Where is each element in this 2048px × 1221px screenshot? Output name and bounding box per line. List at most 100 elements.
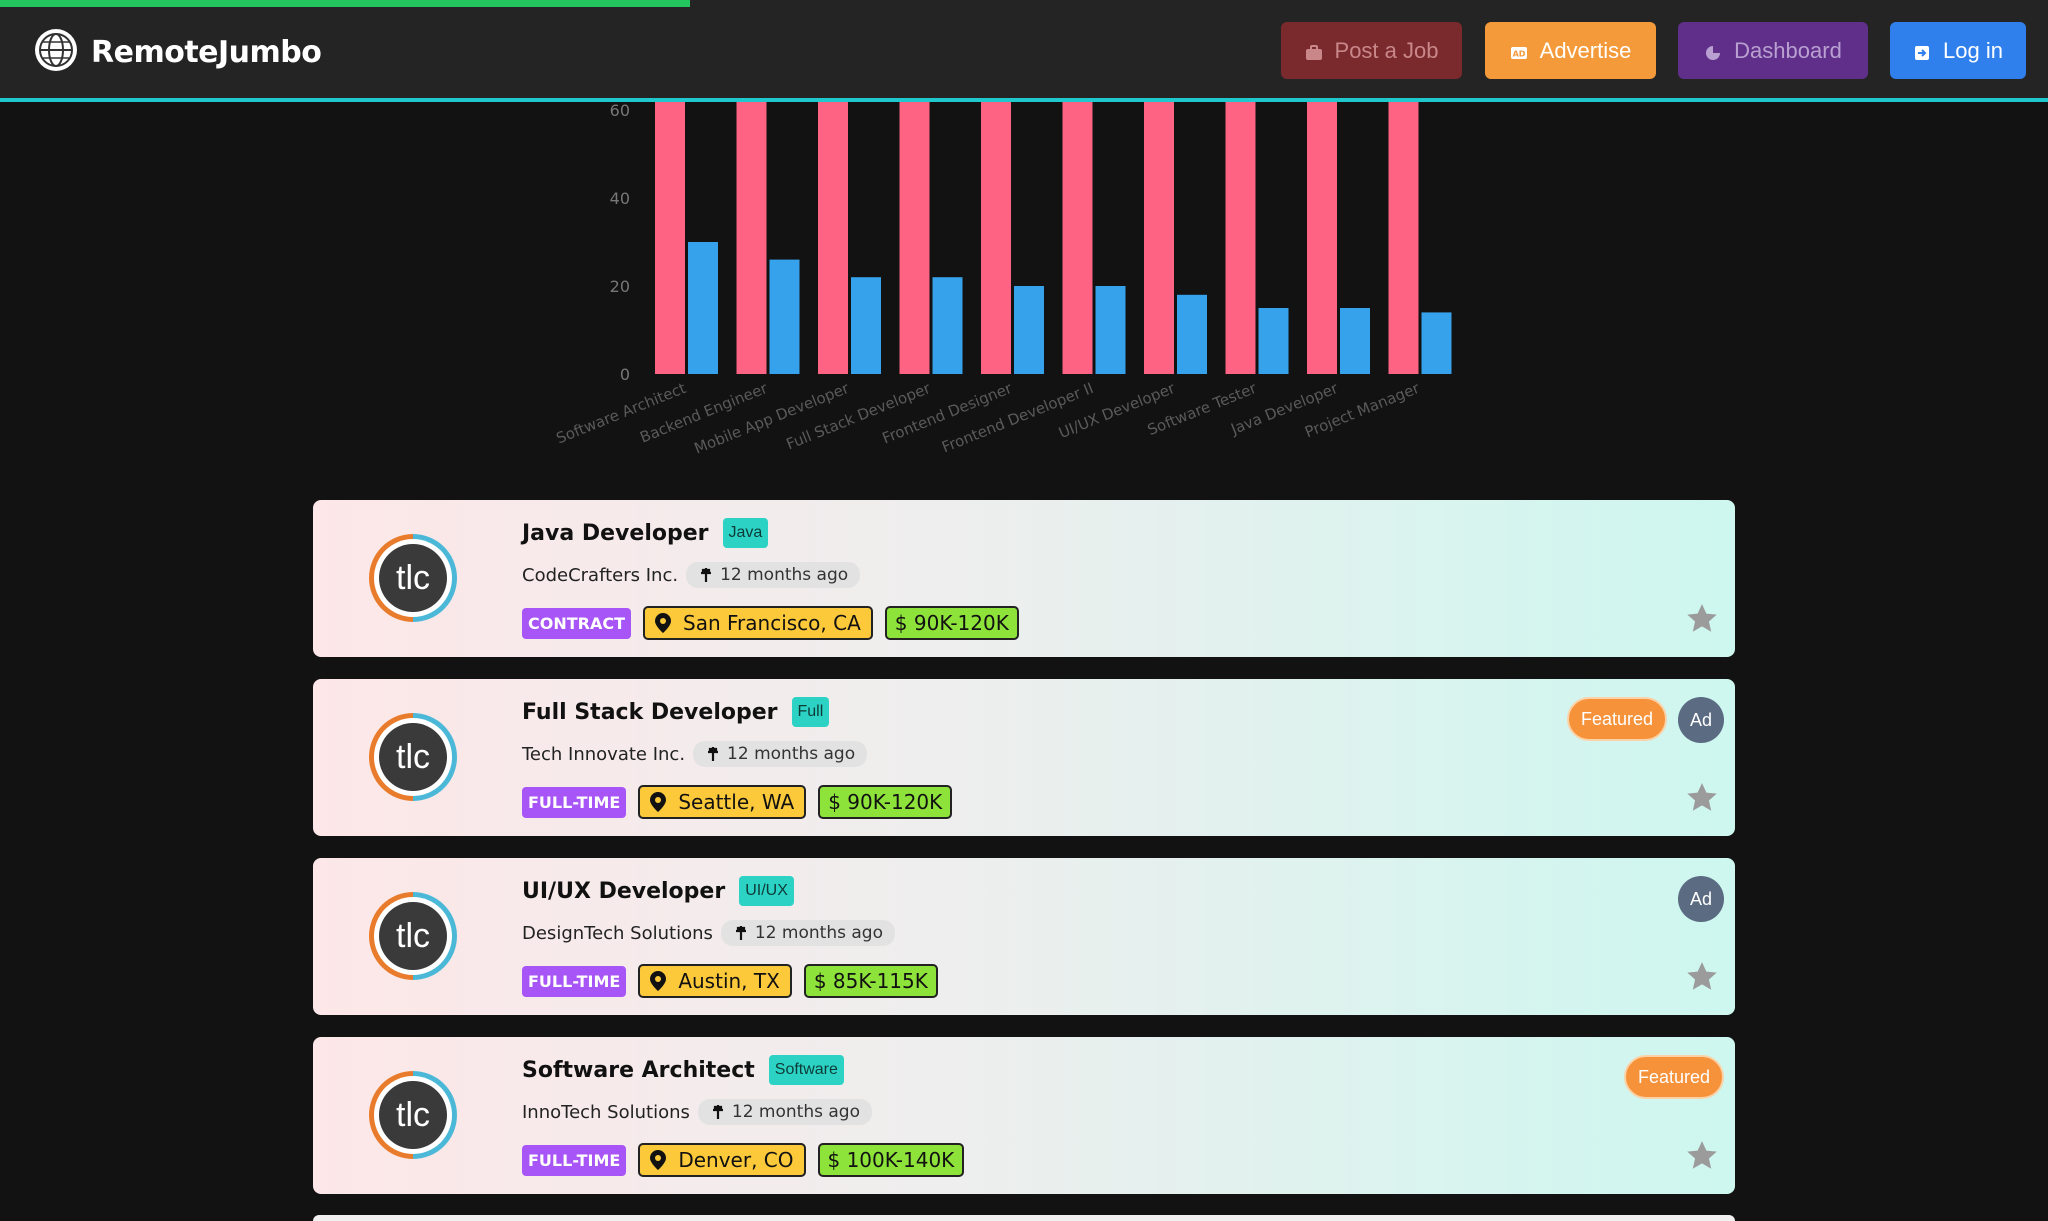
bar-series-2[interactable] [1177, 294, 1207, 374]
job-title-row: Software Architect Software [522, 1055, 844, 1085]
advertise-label: Advertise [1539, 37, 1632, 63]
bar-series-2[interactable] [1340, 308, 1370, 374]
posted-time: 12 months ago [697, 1099, 872, 1125]
star-icon[interactable] [1685, 781, 1719, 815]
y-tick-label: 40 [610, 189, 630, 208]
salary-chip: $ 85K-115K [803, 964, 938, 998]
pushpin-icon [735, 926, 746, 940]
star-icon[interactable] [1685, 1139, 1719, 1173]
job-chips: FULL-TIME Austin, TX $ 85K-115K [522, 964, 938, 998]
posted-time-text: 12 months ago [720, 565, 849, 585]
bar-series-2[interactable] [1095, 286, 1126, 374]
bar-series-2[interactable] [932, 277, 963, 374]
location-chip: Seattle, WA [638, 785, 807, 819]
job-meta-row: Tech Innovate Inc. 12 months ago [522, 741, 868, 767]
top-navbar: RemoteJumbo Post a Job AD Advertise Dash… [0, 0, 2048, 102]
advertise-button[interactable]: AD Advertise [1485, 22, 1656, 79]
job-card[interactable]: tlc Java Developer Java CodeCrafters Inc… [313, 500, 1735, 657]
posted-time-text: 12 months ago [754, 923, 883, 943]
location-pin-icon [655, 613, 672, 633]
dashboard-icon [1704, 42, 1722, 60]
y-tick-label: 60 [610, 102, 630, 120]
bar-series-1[interactable] [818, 102, 848, 374]
bar-series-2[interactable] [769, 259, 800, 374]
login-icon [1913, 42, 1931, 60]
job-card[interactable]: tlc UI/UX Developer UI/UX DesignTech Sol… [313, 858, 1735, 1015]
bar-series-2[interactable] [688, 242, 718, 374]
pushpin-icon [712, 1105, 723, 1119]
salary-chip: $ 90K-120K [818, 785, 953, 819]
avatar-ring: tlc [374, 539, 452, 617]
job-title[interactable]: Java Developer [522, 520, 709, 546]
job-title-row: Full Stack Developer Full [522, 697, 830, 727]
bar-series-1[interactable] [1062, 102, 1093, 374]
ad-badge: Ad [1678, 876, 1724, 922]
post-job-button[interactable]: Post a Job [1281, 22, 1462, 79]
bar-series-2[interactable] [1421, 312, 1452, 374]
location-chip: Austin, TX [638, 964, 792, 998]
dashboard-button[interactable]: Dashboard [1678, 22, 1868, 79]
bar-series-2[interactable] [851, 277, 881, 374]
job-tag[interactable]: Full [791, 697, 830, 727]
bar-series-1[interactable] [655, 102, 685, 374]
featured-badge: Featured [1623, 1055, 1724, 1099]
bar-series-1[interactable] [1225, 102, 1256, 374]
bar-series-1[interactable] [736, 102, 767, 374]
job-type-chip: FULL-TIME [522, 786, 627, 818]
salary-chip: $ 100K-140K [817, 1143, 965, 1177]
bar-series-1[interactable] [1388, 102, 1419, 374]
job-type-chip: CONTRACT [522, 607, 632, 639]
job-title[interactable]: Software Architect [522, 1057, 755, 1083]
job-title[interactable]: Full Stack Developer [522, 699, 778, 725]
job-card[interactable]: tlc Software Architect Software InnoTech… [313, 1037, 1735, 1194]
location-text: Denver, CO [678, 1148, 794, 1172]
posted-time: 12 months ago [720, 920, 895, 946]
star-icon[interactable] [1685, 960, 1719, 994]
company-avatar: tlc [369, 1071, 457, 1159]
location-text: Austin, TX [678, 969, 780, 993]
bar-series-1[interactable] [1307, 102, 1337, 374]
location-pin-icon [650, 971, 667, 991]
job-tag[interactable]: Software [768, 1055, 844, 1085]
company-name: DesignTech Solutions [522, 922, 713, 944]
job-title-row: UI/UX Developer UI/UX [522, 876, 794, 906]
logo[interactable]: RemoteJumbo [33, 27, 322, 77]
avatar-initials: tlc [379, 544, 447, 612]
avatar-initials: tlc [379, 902, 447, 970]
briefcase-icon [1305, 42, 1323, 60]
job-chips: FULL-TIME Seattle, WA $ 90K-120K [522, 785, 953, 819]
company-name: Tech Innovate Inc. [522, 743, 686, 765]
job-title[interactable]: UI/UX Developer [522, 878, 726, 904]
company-avatar: tlc [369, 534, 457, 622]
job-chips: CONTRACT San Francisco, CA $ 90K-120K [522, 606, 1019, 640]
x-tick-label: Full Stack Developer [784, 379, 934, 454]
bar-series-1[interactable] [899, 102, 930, 374]
ad-badge: Ad [1678, 697, 1724, 743]
posted-time-text: 12 months ago [731, 1102, 860, 1122]
post-job-label: Post a Job [1334, 37, 1439, 63]
x-tick-label: Software Architect [554, 379, 689, 447]
avatar-ring: tlc [374, 897, 452, 975]
job-tag[interactable]: Java [722, 518, 769, 548]
pushpin-icon [708, 747, 719, 761]
job-card[interactable]: tlc Full Stack Developer Full Tech Innov… [313, 679, 1735, 836]
y-tick-label: 0 [620, 365, 630, 384]
location-pin-icon [650, 792, 667, 812]
job-type-chip: FULL-TIME [522, 1144, 627, 1176]
login-button[interactable]: Log in [1890, 22, 2026, 79]
avatar-ring: tlc [374, 718, 452, 796]
featured-badge: Featured [1566, 697, 1667, 741]
posted-time-text: 12 months ago [727, 744, 856, 764]
salary-chip: $ 90K-120K [884, 606, 1019, 640]
bar-series-2[interactable] [1258, 308, 1289, 374]
bar-series-2[interactable] [1014, 286, 1044, 374]
star-icon[interactable] [1685, 602, 1719, 636]
bar-series-1[interactable] [1144, 102, 1174, 374]
location-chip: San Francisco, CA [643, 606, 873, 640]
posted-time: 12 months ago [693, 741, 868, 767]
job-tag[interactable]: UI/UX [739, 876, 794, 906]
logo-text: RemoteJumbo [91, 34, 322, 70]
bar-series-1[interactable] [981, 102, 1011, 374]
location-pin-icon [650, 1150, 667, 1170]
